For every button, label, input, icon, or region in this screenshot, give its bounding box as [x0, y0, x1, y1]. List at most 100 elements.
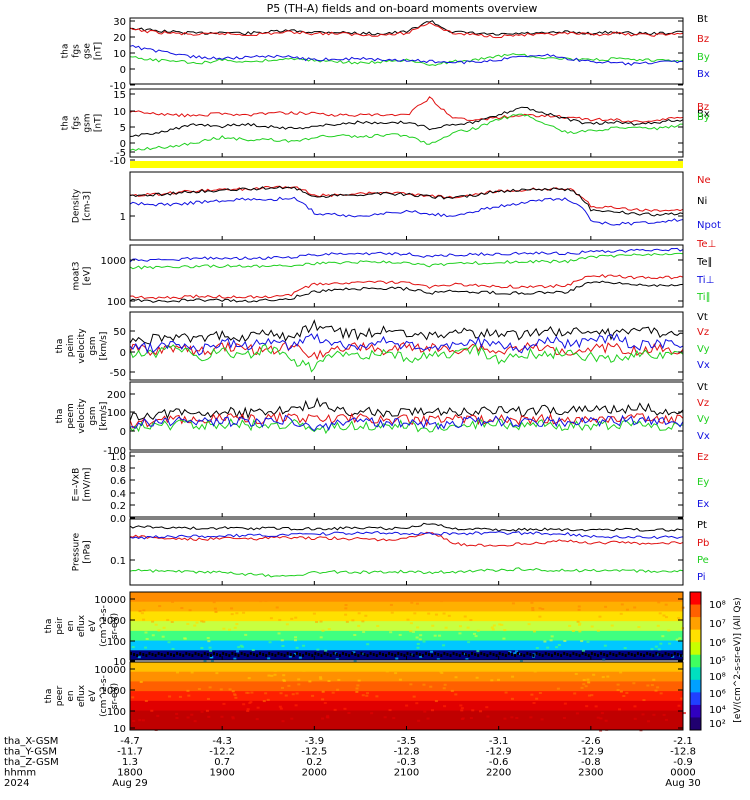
spectrogram-cell [333, 652, 337, 655]
legend-label: By [697, 52, 710, 63]
spectrogram-cell [452, 652, 455, 655]
spectrogram-cell [580, 686, 584, 689]
spectrogram-cell [519, 659, 523, 662]
spectrogram-cell [641, 713, 645, 716]
spectrogram-cell [616, 683, 620, 686]
y-axis-label: tha [61, 44, 71, 59]
spectrogram-cell [546, 646, 550, 649]
spectrogram-cell [319, 676, 323, 679]
spectrogram-cell [144, 631, 148, 634]
spectrogram-cell [391, 653, 394, 656]
spectrogram-cell [278, 705, 282, 708]
spectrogram-cell [365, 694, 369, 697]
spectrogram-cell [475, 676, 479, 679]
spectrogram-cell [548, 663, 552, 666]
spectrogram-band [130, 592, 683, 603]
spectrogram-cell [225, 653, 228, 656]
spectrogram-cell [343, 707, 347, 710]
y-tick-label: 0.4 [110, 489, 126, 500]
legend-label: Vz [697, 327, 709, 338]
spectrogram-cell [490, 626, 494, 629]
spectrogram-cell [235, 612, 239, 615]
spectrogram-cell [256, 706, 260, 709]
spectrogram-cell [419, 655, 423, 658]
spectrogram-cell [586, 678, 590, 681]
spectrogram-cell [582, 683, 586, 686]
spectrogram-cell [443, 683, 447, 686]
panel-1: Bt Bz By Bx 30 20 10 0 -10 tha fgs gse [nT] [61, 14, 710, 92]
series-line-Pi [129, 530, 684, 540]
spectrogram-cell [314, 652, 317, 655]
spectrogram-cell [219, 654, 222, 657]
spectrogram-cell [178, 695, 182, 698]
series-line-Pe [129, 567, 684, 578]
spectrogram-cell [657, 592, 661, 595]
spectrogram-cell [492, 653, 495, 656]
spectrogram-band [130, 710, 683, 721]
spectrogram-cell [513, 652, 517, 655]
spectrogram-cell [535, 697, 539, 700]
x-tick-label: -12.8 [394, 747, 420, 758]
panel-4: Te⊥ Te∥ Ti⊥ Ti∥ 1000 100 moat3 [eV] [72, 239, 717, 308]
spectrogram-cell [142, 609, 146, 612]
spectrogram-cell [440, 600, 444, 603]
x-tick-label: -0.6 [489, 757, 509, 768]
x-tick-label: -4.3 [212, 736, 232, 747]
legend-label: Ex [697, 499, 709, 510]
spectrogram-cell [471, 652, 474, 655]
colorbar-tick: 10⁸ [709, 672, 726, 683]
spectrogram-cell [571, 629, 575, 632]
y-axis-label: Density [72, 188, 82, 223]
spectrogram-cell [171, 647, 175, 650]
spectrogram-cell [443, 652, 446, 655]
spectrogram-cell [168, 695, 172, 698]
spectrogram-cell [273, 669, 277, 672]
spectrogram-cell [646, 652, 649, 655]
spectrogram-cell [271, 653, 274, 656]
spectrogram-cell [170, 726, 174, 729]
spectrogram-cell [454, 676, 458, 679]
y-axis-label: eflux [77, 684, 87, 707]
spectrogram-cell [228, 654, 231, 657]
spectrogram-cell [137, 656, 141, 659]
legend-label: Bx [697, 69, 710, 80]
spectrogram-cell [239, 644, 243, 647]
spectrogram-cell [383, 716, 387, 719]
spectrogram-cell [130, 664, 134, 667]
spectrogram-cell [327, 680, 331, 683]
spectrogram-cell [269, 617, 273, 620]
series-line-Bx [129, 44, 684, 66]
spectrogram-cell [561, 669, 565, 672]
spectrogram-cell [442, 612, 446, 615]
spectrogram-cell [503, 717, 507, 720]
spectrogram-cell [138, 599, 142, 602]
spectrogram-cell [682, 712, 686, 715]
spectrogram-cell [234, 696, 238, 699]
spectrogram-cell [578, 622, 582, 625]
spectrogram-cell [503, 629, 507, 632]
spectrogram-cell [518, 652, 522, 655]
panel-7: Ez Ey Ex 1.00.80.6 0.40.2 0.0 E=-VxB [mV/m] [72, 451, 709, 525]
x-tick-label: -11.7 [117, 747, 143, 758]
spectrogram-cell [272, 668, 276, 671]
spectrogram-cell [415, 702, 419, 705]
y-tick-label: 10000 [94, 665, 126, 676]
spectrogram-cell [447, 614, 451, 617]
y-axis-label: en [66, 620, 76, 631]
spectrogram-cell [535, 647, 539, 650]
spectrogram-cell [345, 653, 348, 656]
y-tick-label: 100 [107, 637, 126, 648]
series-line-Bz [129, 96, 684, 123]
spectrogram-cell [543, 640, 547, 643]
series-line-Ti⊥ [129, 247, 684, 263]
spectrogram-cell [212, 601, 216, 604]
spectrogram-cell [411, 630, 415, 633]
spectrogram-cell [619, 612, 623, 615]
y-axis-label: velocity [77, 398, 87, 434]
spectrogram-cell [656, 686, 660, 689]
spectrogram-cell [302, 644, 306, 647]
spectrogram-cell [578, 654, 581, 657]
spectrogram-cell [136, 664, 140, 667]
spectrogram-cell [207, 640, 211, 643]
